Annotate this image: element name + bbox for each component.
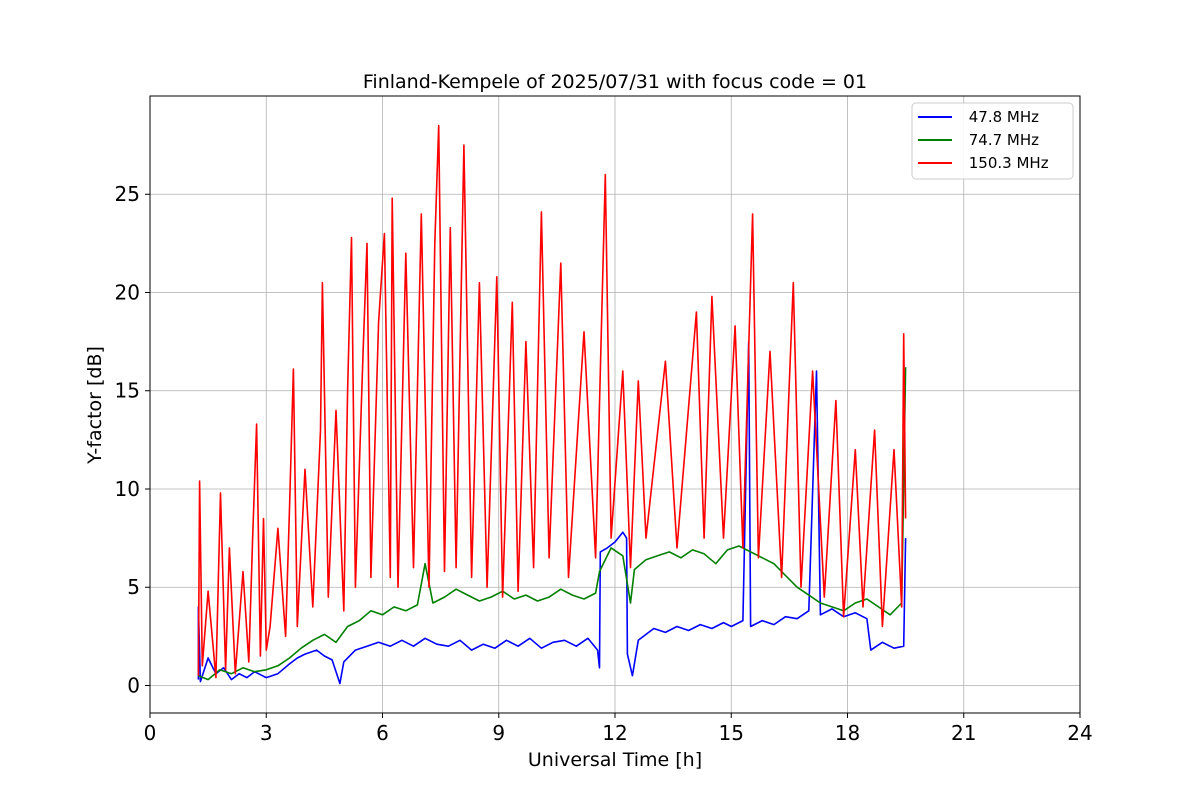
- series-line-47-8-mhz: [197, 340, 907, 685]
- legend: 47.8 MHz 74.7 MHz 150.3 MHz: [911, 102, 1074, 180]
- x-tick-label: 12: [602, 721, 627, 745]
- legend-label-47-8-mhz: 47.8 MHz: [964, 108, 1039, 126]
- x-tick-label: 3: [260, 721, 273, 745]
- chart-title: Finland-Kempele of 2025/07/31 with focus…: [363, 71, 867, 93]
- y-tick-label: 10: [115, 477, 140, 501]
- y-tick-label: 0: [127, 673, 140, 697]
- x-axis-label: Universal Time [h]: [528, 749, 702, 771]
- y-tick-label: 20: [115, 280, 140, 304]
- x-tick-label: 9: [492, 721, 505, 745]
- series-layer: [197, 124, 907, 685]
- legend-label-74-7-mhz: 74.7 MHz: [964, 131, 1039, 149]
- y-tick-label: 5: [127, 575, 140, 599]
- x-tick-label: 6: [376, 721, 389, 745]
- y-tick-label: 15: [115, 379, 140, 403]
- legend-box: [911, 102, 1074, 180]
- x-tick-label: 18: [835, 721, 860, 745]
- y-axis-label: Y-factor [dB]: [84, 346, 106, 465]
- x-tick-label: 15: [719, 721, 744, 745]
- x-tick-label: 0: [144, 721, 157, 745]
- x-tick-label: 24: [1067, 721, 1092, 745]
- legend-label-150-3-mhz: 150.3 MHz: [964, 154, 1049, 172]
- y-tick-label: 25: [115, 182, 140, 206]
- x-tick-label: 21: [951, 721, 976, 745]
- series-line-150-3-mhz: [197, 124, 907, 679]
- tick-layer: 0 3 6 9 12 15 18 21 24 0 5 10 15 20 25: [115, 182, 1093, 745]
- series-line-74-7-mhz: [198, 367, 907, 681]
